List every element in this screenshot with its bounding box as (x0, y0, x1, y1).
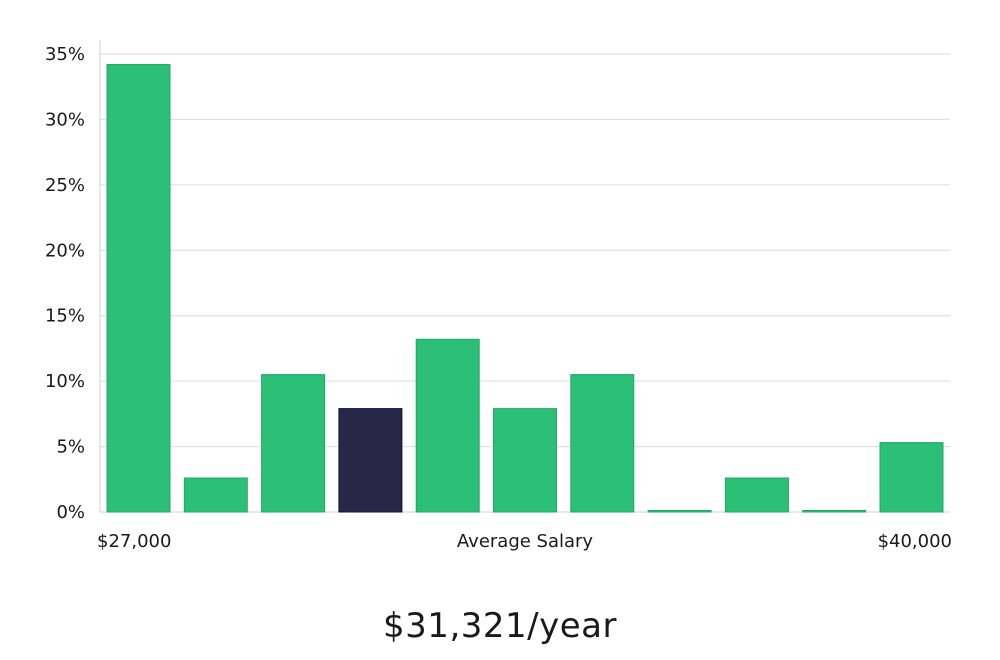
histogram-bar (261, 374, 326, 513)
x-axis-title: Average Salary (457, 531, 594, 552)
y-tick-label: 35% (45, 44, 85, 65)
x-axis-start-label: $27,000 (97, 531, 171, 552)
histogram-bar (724, 477, 789, 513)
histogram-bar-highlighted (338, 408, 403, 513)
histogram-bar (493, 408, 557, 513)
y-tick-label: 20% (45, 240, 85, 261)
histogram-bar (802, 510, 867, 513)
y-tick-label: 0% (56, 502, 85, 523)
histogram-bar (183, 477, 248, 513)
bar-series (106, 64, 944, 513)
y-tick-label: 10% (45, 371, 85, 392)
y-tick-label: 30% (45, 109, 85, 130)
y-tick-label: 25% (45, 175, 85, 196)
y-tick-label: 5% (56, 437, 85, 458)
y-axis-tick-labels: 0% 5% 10% 15% 20% 25% 30% 35% (45, 44, 85, 523)
histogram-bar (415, 338, 480, 513)
histogram-bar (570, 374, 635, 513)
y-tick-label: 15% (45, 306, 85, 327)
histogram-bar (879, 442, 944, 513)
histogram-bar (647, 510, 712, 513)
histogram-bar (106, 64, 171, 513)
grid-layer (100, 53, 950, 513)
average-salary-value: $31,321/year (383, 606, 617, 646)
x-axis-end-label: $40,000 (878, 531, 952, 552)
